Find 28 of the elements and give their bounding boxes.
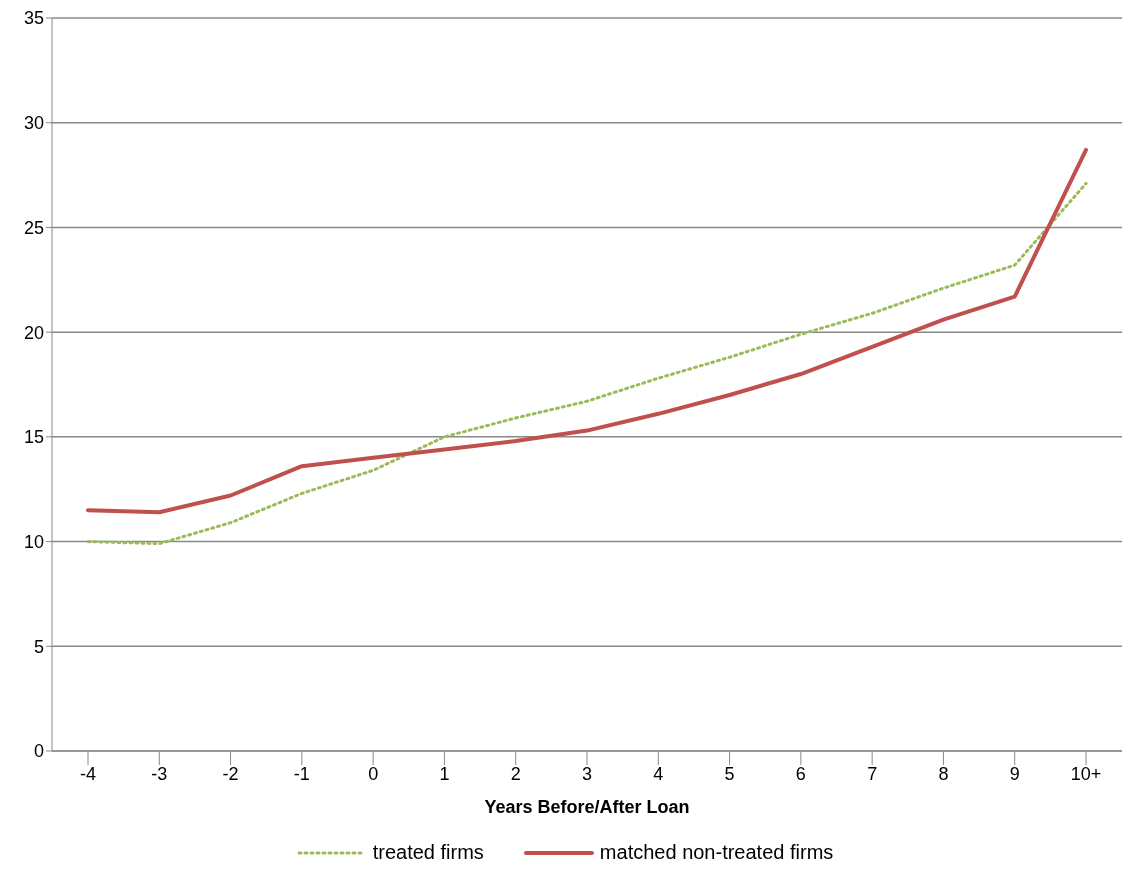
y-tick-label: 25: [23, 217, 44, 238]
x-tick-label: 8: [938, 763, 949, 784]
x-tick-label: -3: [151, 763, 168, 784]
x-tick-label: 6: [795, 763, 806, 784]
y-tick-label: 35: [23, 8, 44, 29]
x-tick-label: 10+: [1070, 763, 1102, 784]
y-tick-label: 5: [33, 636, 44, 657]
x-axis-title: Years Before/After Loan: [484, 797, 690, 817]
legend-label: treated firms: [372, 841, 484, 864]
line-series: [86, 181, 1088, 546]
x-tick-label: -4: [79, 763, 97, 784]
x-tick-label: 5: [724, 763, 735, 784]
y-tick-label: 0: [33, 741, 44, 762]
x-tick-label: 2: [510, 763, 521, 784]
x-tick-label: 3: [581, 763, 593, 784]
x-tick-label: 7: [867, 763, 878, 784]
x-tick-label: 4: [653, 763, 664, 784]
x-tick-label: 0: [368, 763, 379, 784]
x-tick-label: -1: [293, 763, 310, 784]
y-tick-label: 20: [23, 322, 44, 343]
x-tick-label: -2: [222, 763, 239, 784]
y-tick-label: 30: [23, 113, 44, 134]
line-series: [86, 147, 1088, 515]
x-tick-label: 9: [1009, 763, 1020, 784]
x-tick-label: 1: [439, 763, 450, 784]
legend-label: matched non-treated firms: [599, 841, 834, 864]
y-tick-label: 10: [23, 531, 44, 552]
y-tick-label: 15: [23, 427, 44, 448]
